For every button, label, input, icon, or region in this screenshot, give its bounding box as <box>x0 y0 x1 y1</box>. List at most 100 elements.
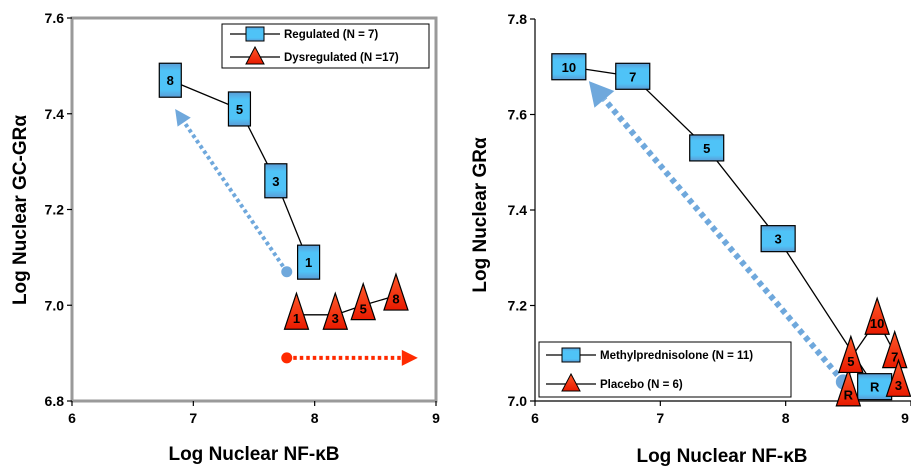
legend-marker-dysregulated <box>245 45 265 65</box>
x-axis-label: Log Nuclear NF-κB <box>636 446 807 467</box>
y-tick-label: 7.6 <box>508 107 528 123</box>
y-tick-label: 7.2 <box>45 202 65 218</box>
point-label: 8 <box>392 292 399 307</box>
legend-label-regulated: Regulated (N = 7) <box>284 29 378 41</box>
marker-shape <box>885 358 911 397</box>
triangle-marker: 5 <box>838 334 864 374</box>
marker-shape <box>283 291 310 330</box>
point-label: 10 <box>562 60 576 75</box>
x-tick-label: 8 <box>311 410 319 426</box>
point-label: 1 <box>293 311 300 326</box>
marker-shape <box>857 373 893 401</box>
point-label: 3 <box>332 311 339 326</box>
right-panel: 6 7 8 9 7.0 7.2 7.4 7.6 7.8 Methylprednisolone (… <box>470 11 911 467</box>
arrow-head <box>588 81 615 108</box>
y-tick-label: 7.2 <box>508 298 528 314</box>
point-label: 5 <box>360 301 367 316</box>
point-label: 3 <box>775 232 782 247</box>
marker-shape <box>760 225 796 253</box>
left-panel: 6 7 8 9 6.8 7.0 7.2 7.4 7.6 8 5 3 1 1 3 5 8 Log Nuclear… <box>10 10 440 465</box>
y-tick-label: 7.4 <box>508 202 528 218</box>
x-axis-label: Log Nuclear NF-κB <box>168 444 339 465</box>
point-label: 10 <box>870 316 884 331</box>
square-marker: 7 <box>615 62 651 90</box>
triangle-marker: 1 <box>283 291 310 330</box>
legend-label-dysregulated: Dysregulated (N =17) <box>284 52 399 64</box>
x-tick-label: 7 <box>189 410 197 426</box>
series-line-1 <box>170 79 310 263</box>
square-marker: 5 <box>227 91 252 127</box>
point-label: 3 <box>895 378 902 393</box>
marker-shape <box>864 296 890 335</box>
plot-frame <box>535 19 910 401</box>
y-tick-label: 7.4 <box>45 106 65 122</box>
point-label: 5 <box>236 102 243 117</box>
x-tick-label: 8 <box>782 410 790 426</box>
legend-label-methylprednisolone: Methylprednisolone (N = 11) <box>600 350 753 362</box>
marker-shape <box>227 91 252 127</box>
y-tick-label: 7.0 <box>45 297 65 313</box>
x-tick-label: 6 <box>531 410 539 426</box>
square-marker: 3 <box>760 225 796 253</box>
marker-shape <box>158 62 182 98</box>
x-tick-label: 9 <box>901 410 909 426</box>
point-label: R <box>870 380 880 395</box>
square-marker: 8 <box>158 62 182 98</box>
plot-frame <box>70 16 438 403</box>
x-tick-label: 9 <box>432 410 440 426</box>
y-axis-label: Log Nuclear GRα <box>470 137 491 293</box>
marker-shape <box>297 244 321 280</box>
series-line-2 <box>296 295 397 316</box>
y-tick-label: 6.8 <box>45 393 65 409</box>
marker-shape <box>615 62 651 90</box>
y-axis-label: Log Nuclear GC-GRα <box>10 115 31 305</box>
marker-shape <box>264 163 288 199</box>
point-label: 1 <box>305 255 312 270</box>
y-tick-label: 7.0 <box>508 393 528 409</box>
legend-box <box>538 341 792 398</box>
legend-label-placebo: Placebo (N = 6) <box>600 379 683 391</box>
point-label: 5 <box>703 141 710 156</box>
triangle-marker: 8 <box>383 272 409 311</box>
arrow-shaft <box>182 121 289 273</box>
square-marker: 10 <box>551 53 587 81</box>
square-marker: R <box>857 373 893 401</box>
arrow-shaft <box>602 97 846 384</box>
marker-shape <box>689 134 725 162</box>
triangle-marker: 5 <box>350 281 377 321</box>
triangle-marker: R <box>835 367 862 407</box>
marker-shape <box>838 334 864 374</box>
point-label: 5 <box>847 354 854 369</box>
arrow-head <box>401 349 418 366</box>
point-label: 8 <box>167 73 174 88</box>
triangle-marker: 3 <box>885 358 911 397</box>
arrow-head <box>175 108 191 127</box>
marker-shape <box>551 53 587 81</box>
trend-arrow-2 <box>281 349 418 366</box>
point-label: R <box>844 387 854 402</box>
square-marker: 5 <box>689 134 725 162</box>
triangle-marker: 3 <box>322 291 349 330</box>
square-marker: 1 <box>297 244 321 280</box>
y-tick-label: 7.8 <box>508 11 528 27</box>
marker-shape <box>383 272 409 311</box>
marker-shape <box>881 329 908 369</box>
x-tick-label: 6 <box>68 410 76 426</box>
legend: Regulated (N = 7) Dysregulated (N =17) <box>221 23 430 69</box>
point-label: 3 <box>272 174 279 189</box>
marker-shape <box>835 367 862 407</box>
point-label: 7 <box>891 349 898 364</box>
triangle-marker: 10 <box>864 296 890 335</box>
legend-marker-placebo <box>561 372 581 392</box>
square-marker: 3 <box>264 163 288 199</box>
legend: Methylprednisolone (N = 11) Placebo (N =… <box>538 341 792 398</box>
x-tick-label: 7 <box>656 410 664 426</box>
legend-marker-regulated <box>245 26 265 42</box>
trend-arrow-1 <box>175 108 293 278</box>
point-label: 7 <box>629 69 636 84</box>
marker-shape <box>322 291 349 330</box>
triangle-marker: 7 <box>881 329 908 369</box>
marker-shape <box>350 281 377 321</box>
legend-marker-methylprednisolone <box>561 347 581 363</box>
